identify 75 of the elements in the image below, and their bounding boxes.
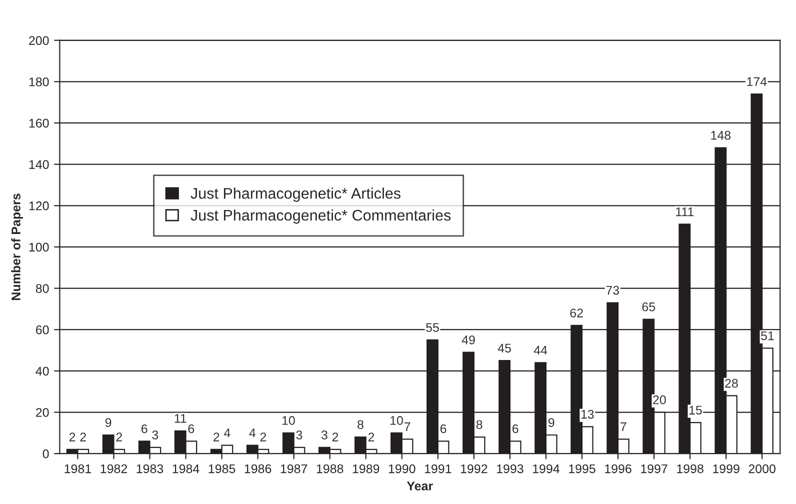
- x-tick-label: 1999: [713, 464, 740, 474]
- x-tick-label: 1984: [172, 464, 200, 474]
- data-label: 10: [282, 416, 295, 425]
- x-tick-label: 1982: [100, 464, 128, 474]
- data-label: 2: [332, 432, 338, 442]
- data-label: 15: [689, 406, 702, 415]
- x-tick-label: 1987: [280, 464, 308, 474]
- data-label: 4: [249, 428, 256, 438]
- y-tick-label: 180: [29, 77, 49, 86]
- x-tick-label: 1993: [496, 464, 524, 474]
- data-label: 49: [462, 335, 475, 344]
- x-tick-label: 1985: [208, 464, 236, 474]
- x-tick-label: 1981: [64, 464, 92, 474]
- x-tick-label: 1988: [316, 464, 344, 474]
- y-tick-label: 40: [36, 366, 49, 376]
- legend-label: Just Pharmacogenetic* Commentaries: [190, 209, 451, 224]
- data-label: 9: [105, 418, 112, 427]
- legend-label: Just Pharmacogenetic* Articles: [190, 188, 400, 202]
- data-label: 11: [174, 414, 186, 423]
- data-label: 44: [534, 346, 548, 355]
- data-label: 3: [296, 430, 302, 440]
- y-tick-label: 160: [29, 118, 49, 128]
- data-label: 6: [440, 424, 446, 434]
- x-axis-title: Year: [406, 482, 433, 490]
- data-label: 73: [606, 286, 619, 295]
- x-tick-label: 2000: [748, 464, 776, 474]
- data-label: 2: [214, 432, 220, 442]
- data-label: 3: [321, 430, 328, 440]
- x-tick-label: 1992: [460, 464, 488, 474]
- x-tick-label: 1995: [569, 464, 596, 474]
- y-tick-label: 60: [36, 325, 49, 334]
- x-tick-label: 1996: [605, 464, 632, 474]
- data-label: 2: [260, 432, 266, 442]
- y-tick-label: 100: [29, 242, 49, 252]
- y-tick-label: 200: [29, 36, 49, 45]
- data-label: 45: [498, 344, 511, 353]
- data-label: 55: [426, 323, 439, 332]
- data-label: 13: [581, 410, 594, 419]
- data-label: 10: [390, 416, 403, 425]
- x-tick-label: 1998: [677, 464, 704, 474]
- data-label: 28: [725, 378, 738, 388]
- data-label: 3: [152, 430, 158, 440]
- x-tick-label: 1983: [136, 464, 164, 474]
- data-label: 7: [404, 422, 410, 431]
- data-label: 6: [142, 424, 148, 434]
- data-label: 6: [188, 424, 194, 434]
- x-tick-label: 1991: [424, 464, 452, 474]
- x-tick-label: 1989: [352, 464, 380, 474]
- x-tick-label: 1994: [533, 464, 560, 474]
- data-label: 2: [116, 432, 122, 442]
- y-tick-label: 80: [36, 284, 49, 293]
- data-label: 65: [642, 302, 656, 312]
- data-label: 7: [620, 422, 626, 431]
- x-tick-label: 1990: [388, 464, 416, 474]
- x-tick-label: 1997: [641, 464, 668, 474]
- data-label: 51: [761, 331, 774, 340]
- y-tick-label: 20: [36, 408, 49, 417]
- data-label: 2: [69, 432, 76, 442]
- y-tick-label: 140: [29, 160, 49, 169]
- data-label: 148: [711, 130, 731, 140]
- x-tick-label: 1986: [244, 464, 272, 474]
- data-label: 2: [80, 432, 86, 442]
- data-label: 174: [747, 77, 767, 86]
- data-label: 8: [358, 420, 364, 430]
- data-label: 8: [476, 420, 482, 430]
- data-label: 62: [570, 308, 583, 318]
- data-label: 4: [224, 428, 230, 438]
- y-axis-title: Number of Papers: [11, 194, 23, 300]
- data-label: 20: [653, 395, 666, 404]
- data-label: 6: [512, 424, 518, 434]
- data-label: 2: [368, 432, 374, 442]
- y-tick-label: 120: [29, 201, 49, 210]
- y-tick-label: 0: [42, 449, 49, 458]
- data-label: 9: [548, 418, 554, 427]
- data-label: 111: [676, 207, 694, 216]
